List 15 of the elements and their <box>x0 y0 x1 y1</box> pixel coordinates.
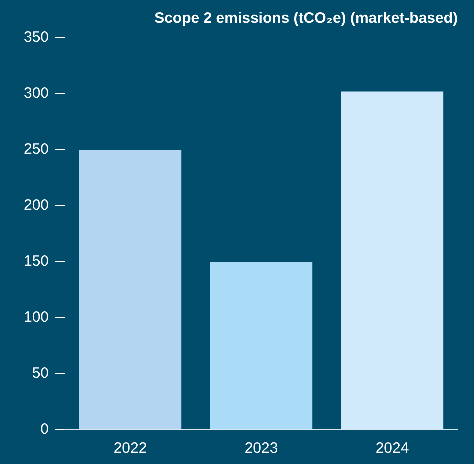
bar <box>210 262 313 430</box>
y-tick-label: 300 <box>24 85 50 102</box>
bar <box>79 150 182 430</box>
y-tick-label: 350 <box>24 29 50 46</box>
chart-title: Scope 2 emissions (tCO₂e) (market-based) <box>154 10 458 28</box>
y-tick-label: 250 <box>24 141 50 158</box>
y-tick-label: 150 <box>24 253 50 270</box>
y-tick-label: 50 <box>32 365 50 382</box>
x-tick-label: 2023 <box>244 440 278 458</box>
x-tick-label: 2022 <box>114 440 148 458</box>
y-tick-label: 100 <box>24 309 50 326</box>
y-tick-label: 200 <box>24 197 50 214</box>
y-tick-label: 0 <box>40 421 50 438</box>
x-tick-label: 2024 <box>376 440 410 458</box>
bar <box>341 92 444 430</box>
